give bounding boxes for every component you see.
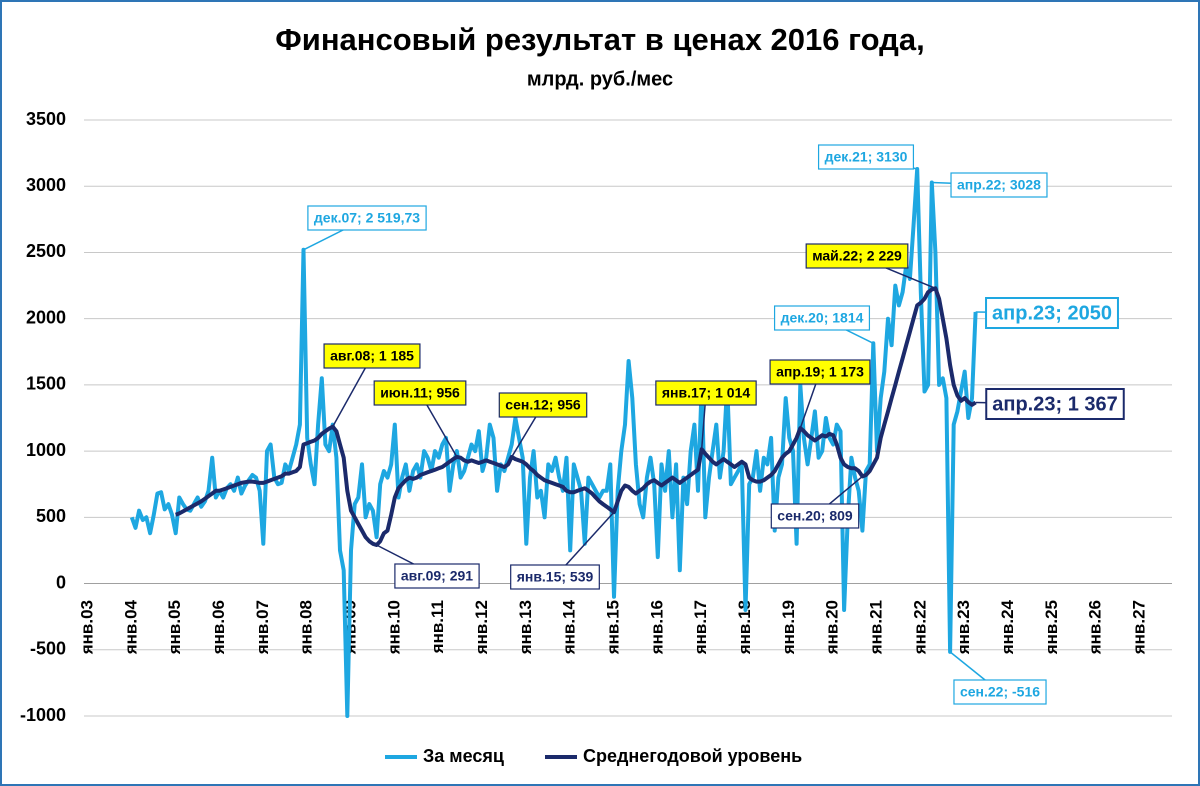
x-tick-label: янв.27 bbox=[1129, 600, 1148, 655]
label-box bbox=[498, 392, 588, 418]
y-tick-label: -1000 bbox=[20, 705, 66, 725]
x-tick-label: янв.15 bbox=[603, 600, 622, 655]
data-label-text: июн.11; 956 bbox=[380, 385, 460, 401]
label-box bbox=[655, 380, 757, 406]
x-tick-label: янв.20 bbox=[823, 600, 842, 655]
legend-label: За месяц bbox=[423, 746, 504, 766]
x-tick-label: янв.17 bbox=[691, 600, 710, 655]
data-label: апр.19; 1 173 bbox=[769, 359, 871, 385]
x-tick-label: янв.23 bbox=[954, 600, 973, 655]
label-box bbox=[510, 564, 600, 590]
data-label-text: май.22; 2 229 bbox=[812, 248, 902, 264]
label-box bbox=[394, 563, 480, 589]
x-tick-label: янв.08 bbox=[297, 600, 316, 655]
x-tick-label: янв.12 bbox=[472, 600, 491, 655]
data-label-text: апр.23; 1 367 bbox=[992, 393, 1118, 415]
chart-title: Финансовый результат в ценах 2016 года, bbox=[275, 22, 924, 57]
label-box bbox=[817, 144, 915, 170]
label-box bbox=[950, 172, 1048, 198]
data-label-text: дек.20; 1814 bbox=[781, 310, 864, 326]
label-box bbox=[769, 359, 871, 385]
data-label-text: дек.21; 3130 bbox=[825, 149, 908, 165]
label-box bbox=[323, 343, 421, 369]
data-label: янв.17; 1 014 bbox=[655, 380, 757, 406]
data-label: дек.07; 2 519,73 bbox=[307, 205, 427, 231]
label-box bbox=[770, 503, 860, 529]
data-label-text: авг.09; 291 bbox=[401, 568, 473, 584]
x-tick-label: янв.14 bbox=[560, 599, 579, 655]
data-label-text: апр.23; 2050 bbox=[992, 302, 1112, 324]
data-label-text: апр.19; 1 173 bbox=[776, 364, 864, 380]
x-tick-label: янв.13 bbox=[516, 600, 535, 655]
label-box bbox=[773, 305, 871, 331]
x-tick-label: янв.16 bbox=[647, 600, 666, 655]
data-label-text: сен.20; 809 bbox=[777, 508, 853, 524]
label-box bbox=[805, 243, 909, 269]
y-tick-label: 3000 bbox=[26, 175, 66, 195]
x-tick-label: янв.05 bbox=[165, 600, 184, 655]
data-label: апр.22; 3028 bbox=[950, 172, 1048, 198]
label-box bbox=[307, 205, 427, 231]
data-label: сен.20; 809 bbox=[770, 503, 860, 529]
y-tick-label: 3500 bbox=[26, 109, 66, 129]
x-tick-label: янв.10 bbox=[384, 600, 403, 655]
x-tick-label: янв.25 bbox=[1042, 600, 1061, 655]
y-tick-label: 1500 bbox=[26, 374, 66, 394]
data-label: дек.21; 3130 bbox=[817, 144, 915, 170]
data-label-text: сен.12; 956 bbox=[505, 397, 581, 413]
data-label: сен.12; 956 bbox=[498, 392, 588, 418]
chart-subtitle: млрд. руб./мес bbox=[527, 68, 673, 90]
data-label-text: авг.08; 1 185 bbox=[330, 348, 414, 364]
data-label-text: сен.22; -516 bbox=[960, 684, 1040, 700]
x-tick-label: янв.18 bbox=[735, 600, 754, 655]
y-tick-label: -500 bbox=[30, 639, 66, 659]
x-tick-label: янв.19 bbox=[779, 600, 798, 655]
y-tick-label: 500 bbox=[36, 506, 66, 526]
x-tick-label: янв.11 bbox=[428, 600, 447, 654]
data-label: авг.09; 291 bbox=[394, 563, 480, 589]
x-tick-label: янв.21 bbox=[866, 600, 885, 655]
y-tick-label: 1000 bbox=[26, 440, 66, 460]
data-label: сен.22; -516 bbox=[953, 679, 1047, 705]
y-tick-label: 2500 bbox=[26, 241, 66, 261]
data-label: апр.23; 2050 bbox=[985, 297, 1119, 329]
data-label-text: апр.22; 3028 bbox=[957, 177, 1041, 193]
x-tick-label: янв.22 bbox=[910, 600, 929, 655]
data-label: авг.08; 1 185 bbox=[323, 343, 421, 369]
x-tick-label: янв.24 bbox=[998, 599, 1017, 655]
series-line bbox=[175, 286, 977, 547]
data-label: янв.15; 539 bbox=[510, 564, 600, 590]
x-tick-label: янв.26 bbox=[1086, 600, 1105, 655]
data-label: май.22; 2 229 bbox=[805, 243, 909, 269]
label-box bbox=[985, 388, 1125, 420]
label-box bbox=[373, 380, 467, 406]
data-label-text: янв.15; 539 bbox=[517, 569, 594, 585]
data-label-text: янв.17; 1 014 bbox=[662, 385, 750, 401]
x-tick-label: янв.03 bbox=[77, 600, 96, 655]
data-label: апр.23; 1 367 bbox=[985, 388, 1125, 420]
x-tick-label: янв.07 bbox=[253, 600, 272, 655]
x-tick-label: янв.06 bbox=[209, 600, 228, 655]
y-tick-label: 2000 bbox=[26, 307, 66, 327]
label-box bbox=[985, 297, 1119, 329]
data-label: июн.11; 956 bbox=[373, 380, 467, 406]
data-label-text: дек.07; 2 519,73 bbox=[314, 210, 420, 226]
data-label: дек.20; 1814 bbox=[773, 305, 871, 331]
y-tick-label: 0 bbox=[56, 572, 66, 592]
legend-label: Среднегодовой уровень bbox=[583, 746, 802, 766]
label-box bbox=[953, 679, 1047, 705]
x-tick-label: янв.04 bbox=[121, 599, 140, 655]
